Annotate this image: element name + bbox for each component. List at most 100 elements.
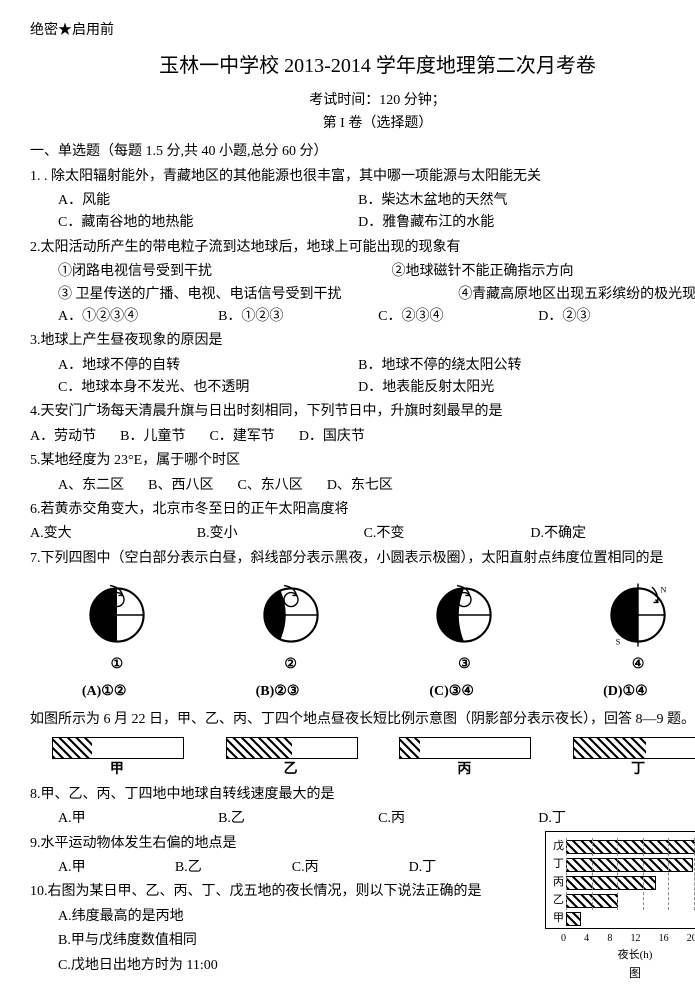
question-1: 1. . 除太阳辐射能外，青藏地区的其他能源也很丰富，其中哪一项能源与太阳能无关: [30, 166, 695, 188]
question-3: 3.地球上产生昼夜现象的原因是: [30, 330, 695, 352]
q9-choice-c: C.丙: [292, 857, 409, 879]
q1-choice-c: C．藏南谷地的地热能: [58, 212, 358, 234]
question-2: 2.太阳活动所产生的带电粒子流到达地球后，地球上可能出现的现象有: [30, 237, 695, 259]
q7-choices: (A)①② (B)②③ (C)③④ (D)①④: [30, 681, 695, 703]
question-9: 9.水平运动物体发生右偏的地点是: [30, 833, 545, 855]
globe-diagram-row: N S: [30, 580, 695, 650]
q4-choice-b: B．儿童节: [120, 426, 185, 448]
q7-choice-b: (B)②③: [256, 681, 326, 703]
hbar-row: 甲: [550, 910, 695, 928]
bar-label-b: 乙: [226, 759, 356, 781]
hbar-row: 丁: [550, 856, 695, 874]
q3-choice-d: D．地表能反射太阳光: [358, 377, 658, 399]
exam-time: 考试时间：120 分钟；: [30, 90, 695, 112]
q2-sub1: ①闭路电视信号受到干扰: [58, 261, 392, 283]
q3-choice-a: A．地球不停的自转: [58, 355, 358, 377]
hbar-row: 戊: [550, 838, 695, 856]
svg-text:N: N: [661, 586, 667, 595]
q2-choice-a: A．①②③④: [58, 306, 218, 328]
globe-1: [82, 580, 152, 650]
globe-3: [429, 580, 499, 650]
q4-choices: A．劳动节 B．儿童节 C．建军节 D．国庆节: [30, 426, 695, 448]
exam-title: 玉林一中学校 2013-2014 学年度地理第二次月考卷: [30, 50, 695, 82]
q6-choice-a: A.变大: [30, 523, 197, 545]
q5-choice-c: C、东八区: [237, 475, 302, 497]
hbar-row: 丙: [550, 874, 695, 892]
q2-sub3: ③ 卫星传送的广播、电视、电话信号受到干扰: [58, 284, 458, 306]
question-4: 4.天安门广场每天清晨升旗与日出时刻相同，下列节日中，升旗时刻最早的是: [30, 401, 695, 423]
q7-choice-c: (C)③④: [429, 681, 499, 703]
q6-choice-d: D.不确定: [530, 523, 695, 545]
q9-choices: A.甲 B.乙 C.丙 D.丁: [30, 857, 545, 879]
bar-label-c: 丙: [399, 759, 529, 781]
q10-choice-c: C.戊地日出地方时为 11:00: [30, 955, 545, 977]
q10-choice-b: B.甲与戊纬度数值相同: [30, 930, 545, 952]
chart-caption: 图: [545, 964, 695, 983]
bar-item: [573, 737, 695, 759]
chart-ticks: 04812162024: [545, 931, 695, 947]
globe-label-3: ③: [429, 654, 499, 676]
bar-label-a: 甲: [52, 759, 182, 781]
q1-choice-b: B．柴达木盆地的天然气: [358, 190, 658, 212]
globe-4: N S: [603, 580, 673, 650]
globe-label-4: ④: [603, 654, 673, 676]
bar-label-d: 丁: [573, 759, 695, 781]
question-5: 5.某地经度为 23°E，属于哪个时区: [30, 450, 695, 472]
q8-choice-b: B.乙: [218, 808, 378, 830]
q1-choices: A．风能 B．柴达木盆地的天然气 C．藏南谷地的地热能 D．雅鲁藏布江的水能: [30, 190, 695, 235]
q3-choices: A．地球不停的自转 B．地球不停的绕太阳公转 C．地球本身不发光、也不透明 D．…: [30, 355, 695, 400]
q6-choice-c: C.不变: [364, 523, 531, 545]
q8-9-intro: 如图所示为 6 月 22 日，甲、乙、丙、丁四个地点昼夜长短比例示意图（阴影部分…: [30, 709, 695, 731]
q9-choice-a: A.甲: [58, 857, 175, 879]
section-heading: 一、单选题（每题 1.5 分,共 40 小题,总分 60 分）: [30, 141, 695, 163]
question-10: 10.右图为某日甲、乙、丙、丁、戊五地的夜长情况，则以下说法正确的是: [30, 881, 545, 903]
q2-choices: A．①②③④ B．①②③ C．②③④ D．②③: [30, 306, 695, 328]
q9-choice-b: B.乙: [175, 857, 292, 879]
bar-item: [52, 737, 182, 759]
q8-choice-a: A.甲: [58, 808, 218, 830]
q8-choice-c: C.丙: [378, 808, 538, 830]
q2-choice-c: C．②③④: [378, 306, 538, 328]
q6-choices: A.变大 B.变小 C.不变 D.不确定: [30, 523, 695, 545]
q8-choices: A.甲 B.乙 C.丙 D.丁: [30, 808, 695, 830]
top-secret-label: 绝密★启用前: [30, 20, 695, 42]
q2-sub4: ④青藏高原地区出现五彩缤纷的极光现象: [458, 284, 695, 306]
bar-item: [226, 737, 356, 759]
q7-choice-d: (D)①④: [603, 681, 673, 703]
q10-chart: 戊丁丙乙甲 04812162024 夜长(h) 图: [545, 831, 695, 984]
q6-choice-b: B.变小: [197, 523, 364, 545]
bars-row: [30, 737, 695, 759]
q3-choice-c: C．地球本身不发光、也不透明: [58, 377, 358, 399]
question-8: 8.甲、乙、丙、丁四地中地球自转线速度最大的是: [30, 784, 695, 806]
q8-choice-d: D.丁: [538, 808, 695, 830]
q2-choice-b: B．①②③: [218, 306, 378, 328]
bar-item: [399, 737, 529, 759]
q10-choice-a: A.纬度最高的是丙地: [30, 906, 545, 928]
q5-choice-d: D、东七区: [327, 475, 393, 497]
q4-choice-a: A．劳动节: [30, 426, 96, 448]
q1-choice-a: A．风能: [58, 190, 358, 212]
q5-choice-a: A、东二区: [58, 475, 124, 497]
part-title: 第 I 卷（选择题）: [30, 113, 695, 135]
q2-choice-d: D．②③: [538, 306, 695, 328]
q2-sub2: ②地球磁针不能正确指示方向: [392, 261, 695, 283]
q4-choice-d: D．国庆节: [299, 426, 365, 448]
svg-text:S: S: [616, 638, 621, 647]
q1-choice-d: D．雅鲁藏布江的水能: [358, 212, 658, 234]
q7-choice-a: (A)①②: [82, 681, 152, 703]
globe-label-2: ②: [256, 654, 326, 676]
chart-xlabel: 夜长(h): [545, 947, 695, 965]
globe-label-1: ①: [82, 654, 152, 676]
q4-choice-c: C．建军节: [209, 426, 274, 448]
question-6: 6.若黄赤交角变大，北京市冬至日的正午太阳高度将: [30, 499, 695, 521]
q5-choices: A、东二区 B、西八区 C、东八区 D、东七区: [30, 475, 695, 497]
q5-choice-b: B、西八区: [148, 475, 213, 497]
q2-subitems: ①闭路电视信号受到干扰 ②地球磁针不能正确指示方向 ③ 卫星传送的广播、电视、电…: [30, 261, 695, 306]
globe-2: [256, 580, 326, 650]
question-7: 7.下列四图中（空白部分表示白昼，斜线部分表示黑夜，小圆表示极圈），太阳直射点纬…: [30, 548, 695, 570]
globe-labels: ① ② ③ ④: [30, 654, 695, 676]
bar-labels: 甲 乙 丙 丁: [30, 759, 695, 781]
q3-choice-b: B．地球不停的绕太阳公转: [358, 355, 658, 377]
q9-choice-d: D.丁: [409, 857, 526, 879]
hbar-row: 乙: [550, 892, 695, 910]
